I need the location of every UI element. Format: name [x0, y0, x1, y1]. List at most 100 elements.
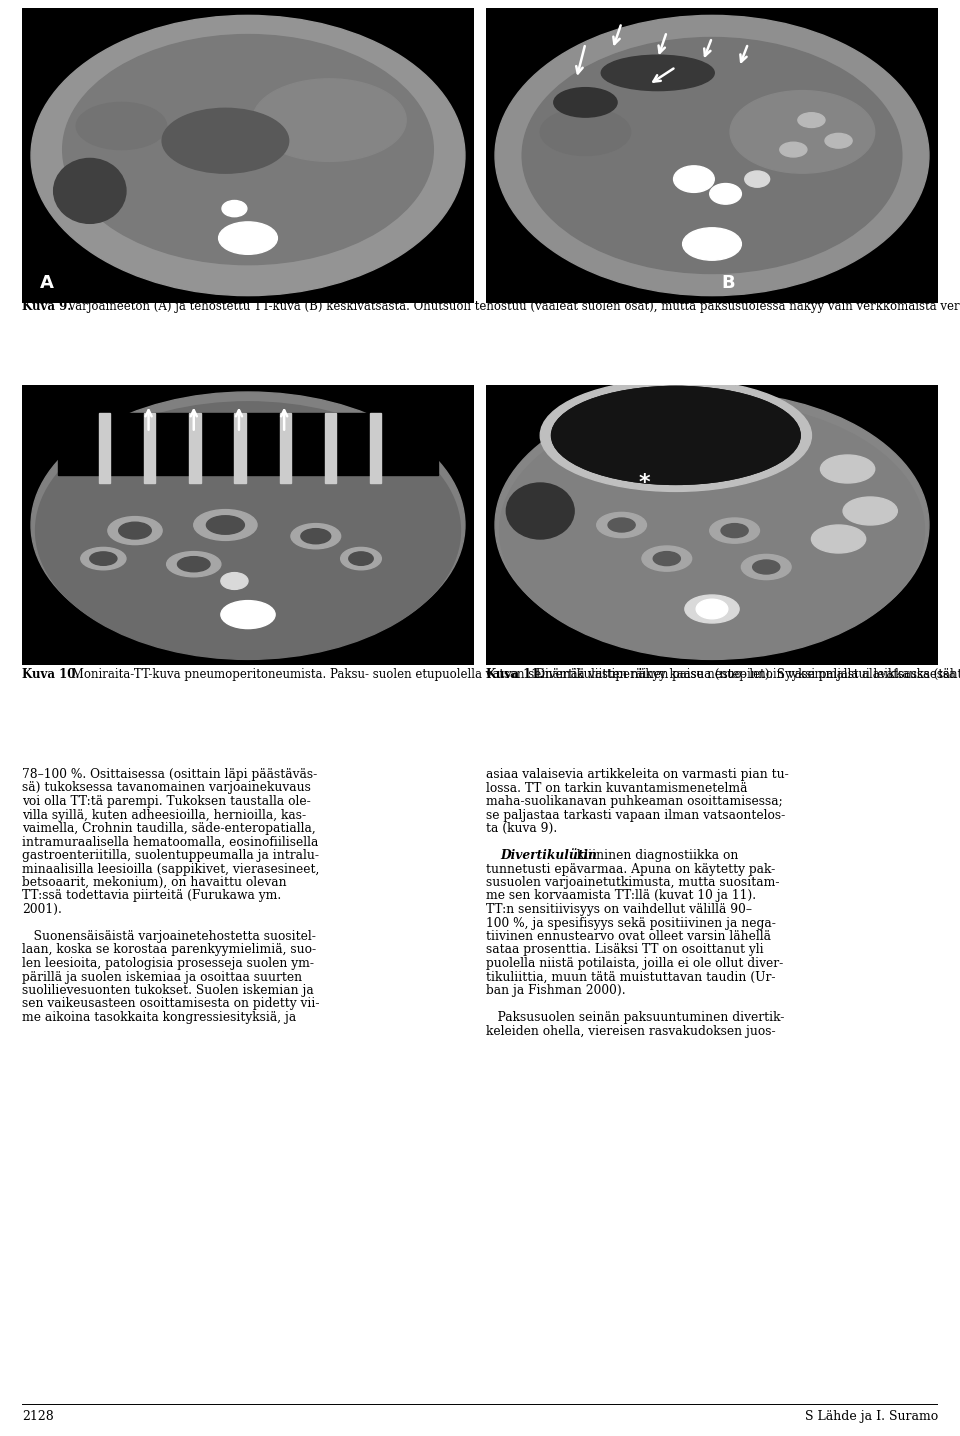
Ellipse shape	[341, 547, 381, 570]
Ellipse shape	[730, 90, 875, 174]
Bar	[324, 414, 336, 482]
Ellipse shape	[178, 557, 210, 572]
Text: sä) tukoksessa tavanomainen varjoainekuvaus: sä) tukoksessa tavanomainen varjoainekuv…	[22, 781, 311, 794]
Text: tunnetusti epävarmaa. Apuna on käytetty pak-: tunnetusti epävarmaa. Apuna on käytetty …	[486, 863, 776, 876]
Ellipse shape	[709, 184, 741, 204]
Text: maha-suolikanavan puhkeaman osoittamisessa;: maha-suolikanavan puhkeaman osoittamises…	[486, 796, 782, 808]
Text: Kuva 11.: Kuva 11.	[486, 668, 543, 681]
Ellipse shape	[206, 516, 245, 534]
Ellipse shape	[683, 228, 741, 260]
Ellipse shape	[552, 386, 800, 484]
Ellipse shape	[825, 134, 852, 148]
Ellipse shape	[745, 171, 770, 187]
Ellipse shape	[601, 55, 714, 90]
Ellipse shape	[684, 595, 739, 623]
Bar	[234, 414, 246, 482]
Text: Paksusuolen seinän paksuuntuminen divertik-: Paksusuolen seinän paksuuntuminen divert…	[486, 1011, 784, 1024]
Bar	[189, 414, 201, 482]
Ellipse shape	[167, 551, 221, 577]
Text: 2001).: 2001).	[22, 903, 61, 916]
Ellipse shape	[552, 386, 800, 484]
Ellipse shape	[608, 518, 636, 531]
Text: Moniraita-TT-kuva pneumoperitoneumista. Paksu- suolen etupuolella vatsan seinämä: Moniraita-TT-kuva pneumoperitoneumista. …	[68, 668, 960, 681]
Ellipse shape	[252, 79, 406, 161]
Text: ta (kuva 9).: ta (kuva 9).	[486, 821, 557, 834]
Ellipse shape	[495, 392, 929, 658]
Text: keleiden ohella, viereisen rasvakudoksen juos-: keleiden ohella, viereisen rasvakudoksen…	[486, 1024, 776, 1037]
Ellipse shape	[811, 526, 866, 553]
Ellipse shape	[696, 599, 728, 619]
Text: TT:n sensitiivisyys on vaihdellut välillä 90–: TT:n sensitiivisyys on vaihdellut välill…	[486, 903, 752, 916]
Ellipse shape	[780, 142, 807, 157]
Ellipse shape	[36, 402, 461, 659]
Ellipse shape	[219, 223, 277, 254]
Text: lossa. TT on tarkin kuvantamismenetelmä: lossa. TT on tarkin kuvantamismenetelmä	[486, 781, 748, 794]
Ellipse shape	[108, 517, 162, 544]
Ellipse shape	[221, 573, 248, 589]
Text: voi olla TT:tä parempi. Tukoksen taustalla ole-: voi olla TT:tä parempi. Tukoksen taustal…	[22, 796, 311, 808]
Text: A: A	[40, 274, 54, 293]
Text: B: B	[721, 274, 734, 293]
Text: Divertikuliittiperäinen paise nestepinnoin vasemmalla alavatsassa (tähti). Diagn: Divertikuliittiperäinen paise nestepinno…	[532, 668, 960, 681]
Ellipse shape	[753, 560, 780, 574]
Ellipse shape	[81, 547, 126, 570]
Text: pärillä ja suolen iskemiaa ja osoittaa suurten: pärillä ja suolen iskemiaa ja osoittaa s…	[22, 971, 302, 984]
Text: se paljastaa tarkasti vapaan ilman vatsaontelos-: se paljastaa tarkasti vapaan ilman vatsa…	[486, 808, 785, 821]
Ellipse shape	[653, 551, 681, 566]
Ellipse shape	[843, 497, 898, 526]
Ellipse shape	[597, 513, 646, 537]
Ellipse shape	[119, 523, 152, 538]
Text: puolella niistä potilaista, joilla ei ole ollut diver-: puolella niistä potilaista, joilla ei ol…	[486, 956, 783, 969]
Text: sataa prosenttia. Lisäksi TT on osoittanut yli: sataa prosenttia. Lisäksi TT on osoittan…	[486, 943, 763, 956]
Text: betsoaarit, mekonium), on havaittu olevan: betsoaarit, mekonium), on havaittu oleva…	[22, 876, 287, 889]
Bar	[279, 414, 291, 482]
Ellipse shape	[90, 551, 117, 566]
Text: 78–100 %. Osittaisessa (osittain läpi päästäväs-: 78–100 %. Osittaisessa (osittain läpi pä…	[22, 768, 317, 781]
Ellipse shape	[54, 158, 126, 224]
Text: asiaa valaisevia artikkeleita on varmasti pian tu-: asiaa valaisevia artikkeleita on varmast…	[486, 768, 789, 781]
Ellipse shape	[642, 546, 691, 572]
Text: Kuva 9.: Kuva 9.	[22, 300, 71, 313]
Ellipse shape	[31, 392, 465, 658]
Ellipse shape	[540, 108, 631, 155]
Ellipse shape	[221, 600, 276, 629]
Bar	[144, 414, 156, 482]
Text: Suonensäisäistä varjoainetehostetta suositel-: Suonensäisäistä varjoainetehostetta suos…	[22, 931, 316, 943]
Ellipse shape	[741, 554, 791, 580]
Ellipse shape	[721, 524, 748, 537]
Ellipse shape	[76, 102, 167, 149]
Text: 2128: 2128	[22, 1410, 54, 1423]
Text: vaimella, Crohnin taudilla, säde-enteropatialla,: vaimella, Crohnin taudilla, säde-enterop…	[22, 821, 316, 834]
Ellipse shape	[554, 88, 617, 118]
Ellipse shape	[291, 524, 341, 549]
Ellipse shape	[300, 528, 330, 544]
Text: Kuva 10.: Kuva 10.	[22, 668, 80, 681]
Text: tikuliittia, muun tätä muistuttavan taudin (Ur-: tikuliittia, muun tätä muistuttavan taud…	[486, 971, 776, 984]
Text: sen vaikeusasteen osoittamisesta on pidetty vii-: sen vaikeusasteen osoittamisesta on pide…	[22, 998, 320, 1011]
Bar	[99, 414, 110, 482]
Ellipse shape	[499, 402, 924, 659]
Ellipse shape	[522, 37, 901, 273]
Ellipse shape	[674, 165, 714, 192]
Text: gastroenteriitilla, suolentuppeumalla ja intralu-: gastroenteriitilla, suolentuppeumalla ja…	[22, 849, 319, 862]
Text: S Lähde ja I. Suramo: S Lähde ja I. Suramo	[804, 1410, 938, 1423]
Text: TT:ssä todettavia piirteitä (Furukawa ym.: TT:ssä todettavia piirteitä (Furukawa ym…	[22, 889, 281, 902]
Text: villa syillä, kuten adheesioilla, hernioilla, kas-: villa syillä, kuten adheesioilla, hernio…	[22, 808, 306, 821]
Ellipse shape	[31, 16, 465, 296]
Ellipse shape	[194, 510, 257, 540]
Ellipse shape	[62, 34, 433, 264]
Ellipse shape	[348, 551, 373, 566]
Text: laan, koska se korostaa parenkyymielimiä, suo-: laan, koska se korostaa parenkyymielimiä…	[22, 943, 316, 956]
Text: suolilievesuonten tukokset. Suolen iskemian ja: suolilievesuonten tukokset. Suolen iskem…	[22, 984, 314, 997]
Ellipse shape	[222, 201, 247, 217]
Text: *: *	[638, 472, 650, 493]
Text: Divertikulütin: Divertikulütin	[500, 849, 597, 862]
Text: 100 %, ja spesifisyys sekä positiivinen ja nega-: 100 %, ja spesifisyys sekä positiivinen …	[486, 916, 776, 929]
Text: me sen korvaamista TT:llä (kuvat 10 ja 11).: me sen korvaamista TT:llä (kuvat 10 ja 1…	[486, 889, 756, 902]
Ellipse shape	[162, 108, 289, 174]
Text: intramuraalisella hematoomalla, eosinofiilisella: intramuraalisella hematoomalla, eosinofi…	[22, 836, 319, 849]
Ellipse shape	[709, 518, 759, 543]
Bar	[59, 414, 438, 475]
Bar	[370, 414, 381, 482]
Text: Varjoaineeton (A) ja tehostettu TT-kuva (B) keskivatsasta. Ohutsuoli tehostuu (v: Varjoaineeton (A) ja tehostettu TT-kuva …	[64, 300, 960, 313]
